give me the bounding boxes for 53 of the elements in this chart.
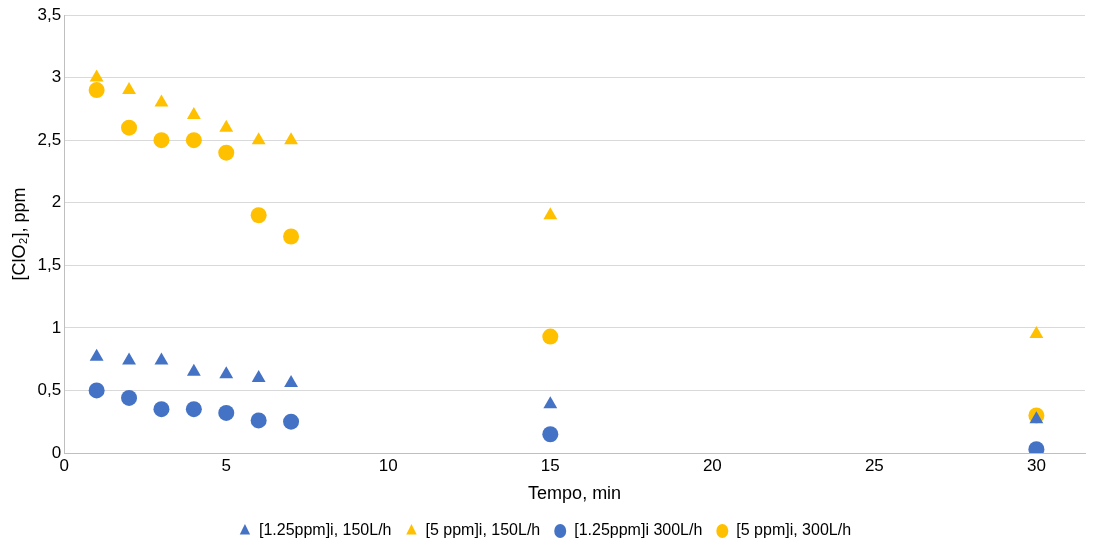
point	[88, 382, 105, 399]
y-tick-label: 0,5	[37, 380, 62, 400]
point	[1029, 411, 1044, 424]
point	[122, 352, 136, 365]
y-axis-title: [ClO₂], ppm	[8, 187, 29, 281]
y-tick-label: 1,5	[37, 254, 62, 274]
point	[218, 144, 235, 161]
point	[542, 426, 559, 443]
x-tick-label: 25	[864, 455, 884, 475]
point	[89, 348, 104, 361]
point	[154, 94, 169, 107]
point	[185, 401, 202, 418]
point	[284, 132, 298, 145]
legend-label: [1.25ppm]i, 150L/h	[258, 521, 392, 539]
point	[543, 207, 558, 220]
point	[284, 374, 298, 387]
point	[218, 404, 235, 421]
x-tick-label: 15	[540, 455, 560, 475]
y-tick-label: 3,5	[37, 4, 62, 24]
y-tick-label: 2	[51, 192, 62, 212]
point	[283, 228, 300, 245]
point	[542, 328, 559, 345]
legend-label: [1.25ppm]i 300L/h	[574, 521, 703, 539]
point	[186, 363, 201, 376]
point	[122, 82, 136, 95]
y-tick-label: 2,5	[37, 129, 62, 149]
point	[121, 389, 138, 406]
point	[153, 132, 170, 149]
point	[154, 352, 169, 365]
point	[283, 413, 300, 430]
x-tick-label: 5	[221, 455, 231, 475]
legend-label: [5 ppm]i, 150L/h	[425, 521, 541, 539]
point	[543, 396, 558, 409]
point	[251, 132, 266, 145]
x-tick-label: 30	[1026, 455, 1046, 475]
point	[251, 369, 266, 382]
point	[1029, 326, 1044, 339]
point	[219, 366, 234, 379]
x-axis-title: Tempo, min	[528, 483, 622, 504]
y-tick-label: 3	[51, 67, 62, 87]
y-tick-label: 1	[51, 317, 62, 337]
point	[186, 107, 201, 120]
point	[153, 401, 170, 418]
legend-label: [5 ppm]i, 300L/h	[736, 521, 852, 539]
point	[88, 82, 105, 99]
point	[219, 119, 234, 132]
point	[185, 132, 202, 149]
point	[89, 69, 104, 82]
point	[250, 207, 267, 224]
x-tick-label: 20	[702, 455, 722, 475]
point	[250, 412, 267, 429]
x-tick-label: 10	[378, 455, 398, 475]
point	[121, 119, 138, 136]
